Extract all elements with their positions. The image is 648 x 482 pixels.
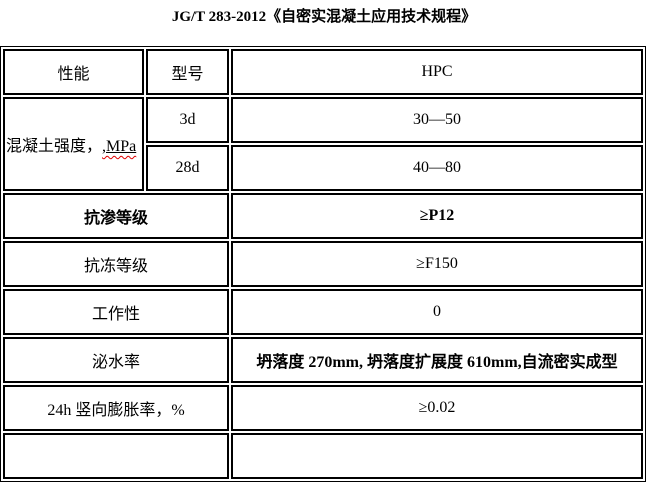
table-row-impermeability: 抗渗等级 ≥P12	[3, 193, 643, 239]
age-cell: 28d	[146, 145, 229, 191]
table-row-expansion: 24h 竖向膨胀率，% ≥0.02	[3, 385, 643, 431]
strength-row-28d: 28d 40—80	[3, 145, 643, 191]
label-cell: 泌水率	[3, 337, 229, 383]
value-cell: 坍落度 270mm, 坍落度扩展度 610mm,自流密实成型	[231, 337, 643, 383]
strength-unit: ,MPa	[102, 138, 137, 155]
label-cell	[3, 433, 229, 479]
table-row-partial	[3, 433, 643, 479]
strength-label-cell: 混凝土强度，,MPa	[3, 97, 144, 191]
value-cell: ≥0.02	[231, 385, 643, 431]
table-row-frost-resistance: 抗冻等级 ≥F150	[3, 241, 643, 287]
age-cell: 3d	[146, 97, 229, 143]
label-cell: 24h 竖向膨胀率，%	[3, 385, 229, 431]
table-row-bleeding-rate: 泌水率 坍落度 270mm, 坍落度扩展度 610mm,自流密实成型	[3, 337, 643, 383]
header-row: 性能 型号 HPC	[3, 49, 643, 95]
strength-unit-underline: ,MPa	[102, 138, 136, 155]
value-cell: ≥F150	[231, 241, 643, 287]
value-cell	[231, 433, 643, 479]
header-cell-type: HPC	[231, 49, 643, 95]
page-title: JG/T 283-2012《自密实混凝土应用技术规程》	[171, 9, 477, 25]
header-cell-performance: 性能	[3, 49, 144, 95]
strength-row-3d: 混凝土强度，,MPa 3d 30—50	[3, 97, 643, 191]
label-cell: 工作性	[3, 289, 229, 335]
label-cell: 抗渗等级	[3, 193, 229, 239]
spec-table: 性能 型号 HPC 混凝土强度，,MPa 3d 30—50 28d 40—80 …	[0, 46, 646, 482]
value-cell: ≥P12	[231, 193, 643, 239]
strength-label: 混凝土强度，	[6, 138, 103, 155]
value-cell: 30—50	[231, 97, 643, 143]
document-page: JG/T 283-2012《自密实混凝土应用技术规程》 性能 型号 HPC 混凝…	[0, 8, 648, 482]
table-row-workability: 工作性 0	[3, 289, 643, 335]
value-cell: 40—80	[231, 145, 643, 191]
value-cell: 0	[231, 289, 643, 335]
label-cell: 抗冻等级	[3, 241, 229, 287]
header-cell-model: 型号	[146, 49, 229, 95]
